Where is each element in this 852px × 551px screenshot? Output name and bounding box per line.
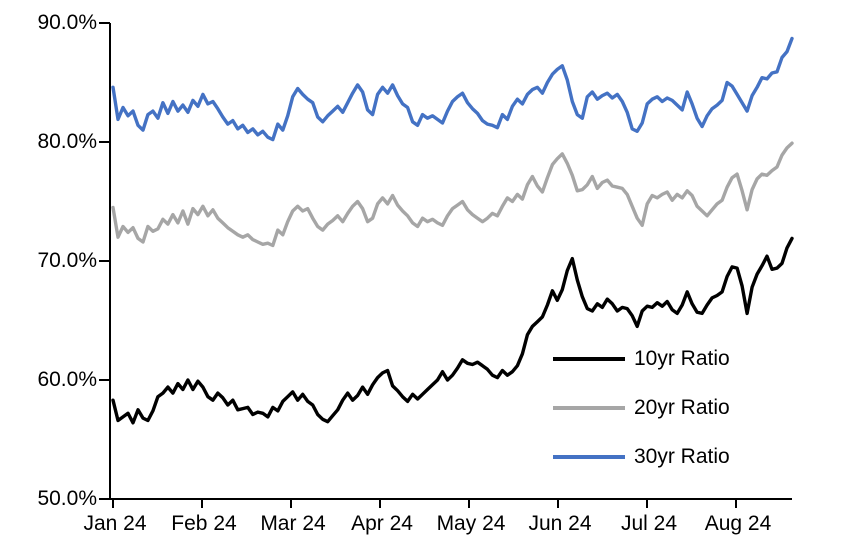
- legend-label-10yr: 10yr Ratio: [634, 347, 730, 370]
- series-line-10yr-ratio: [111, 236, 794, 425]
- x-tick-label-jan24: Jan 24: [83, 512, 147, 535]
- y-tick-label-70: 70.0%: [37, 249, 97, 272]
- y-tick-label-60: 60.0%: [37, 368, 97, 391]
- legend-item-20yr-ratio: 20yr Ratio: [553, 395, 730, 421]
- y-tick-label-50: 50.0%: [37, 487, 97, 510]
- x-tick-label-mar24: Mar 24: [260, 512, 326, 535]
- legend-label-30yr: 30yr Ratio: [634, 445, 730, 468]
- x-tick-label-feb24: Feb 24: [171, 512, 237, 535]
- x-tick-label-jul24: Jul 24: [620, 512, 678, 535]
- x-tick-label-apr24: Apr 24: [351, 512, 413, 535]
- series-line-30yr-ratio: [111, 36, 794, 142]
- legend-item-30yr-ratio: 30yr Ratio: [553, 444, 730, 470]
- legend-line-30yr-icon: [553, 455, 625, 459]
- legend-line-10yr-icon: [553, 357, 625, 361]
- x-tick-label-aug24: Aug 24: [704, 512, 772, 535]
- y-tick-label-90: 90.0%: [37, 11, 97, 34]
- legend-label-20yr: 20yr Ratio: [634, 396, 730, 419]
- x-tick-label-jun24: Jun 24: [528, 512, 592, 535]
- series-line-20yr-ratio: [111, 141, 794, 248]
- y-tick-label-80: 80.0%: [37, 130, 97, 153]
- x-tick-label-may24: May 24: [436, 512, 506, 535]
- legend-line-20yr-icon: [553, 406, 625, 410]
- legend-item-10yr-ratio: 10yr Ratio: [553, 346, 730, 372]
